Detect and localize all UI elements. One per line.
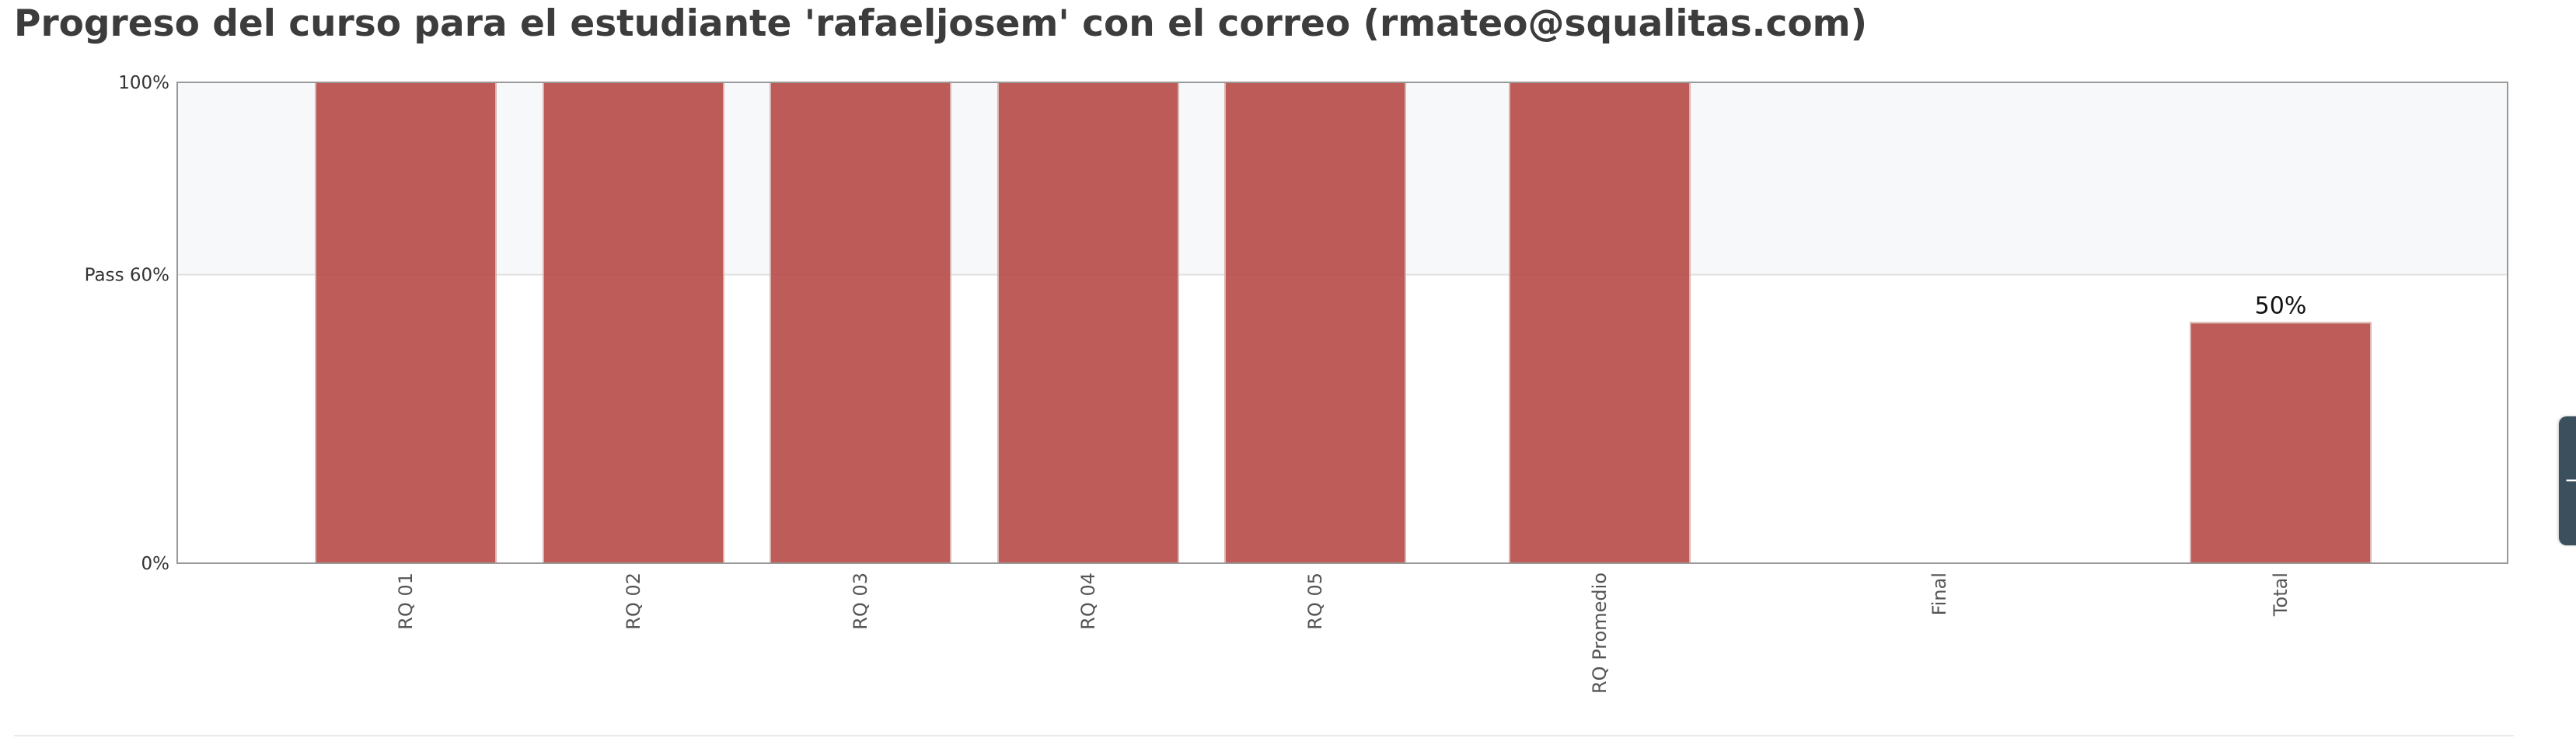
bar: [543, 82, 724, 564]
bar: [997, 82, 1179, 564]
bar: [1509, 82, 1691, 564]
x-tick-label: RQ 04: [1077, 573, 1099, 630]
data-label: 50%: [2255, 293, 2307, 320]
x-tick-label: RQ 03: [850, 573, 871, 630]
y-tick-label: Pass 60%: [85, 266, 169, 286]
collapse-icon[interactable]: —: [2565, 463, 2576, 497]
bar-series: [315, 82, 2372, 564]
y-axis: 0% Pass 60% 100%: [85, 73, 169, 574]
bar: [770, 82, 951, 564]
x-tick-label: Final: [1929, 573, 1950, 615]
plot-border: [176, 82, 2508, 564]
x-tick-label: Total: [2270, 573, 2292, 617]
x-tick-label: RQ 02: [623, 573, 644, 630]
y-tick-label: 0%: [141, 554, 170, 574]
y-tick-label: 100%: [118, 73, 169, 93]
data-labels: 50%: [2255, 293, 2307, 320]
x-tick-label: RQ 01: [395, 573, 417, 630]
bar: [315, 82, 497, 564]
x-tick-label: RQ 05: [1304, 573, 1326, 630]
bar: [2190, 322, 2372, 564]
x-tick-label: RQ Promedio: [1589, 573, 1611, 694]
x-axis: RQ 01 RQ 02 RQ 03 RQ 04 RQ 05 RQ Promedio Fina…: [395, 573, 2292, 694]
bar: [1224, 82, 1406, 564]
page-title: Progreso del curso para el estudiante 'r…: [14, 2, 1868, 45]
bottom-divider: [14, 735, 2514, 736]
side-panel-toggle[interactable]: —: [2559, 416, 2576, 545]
